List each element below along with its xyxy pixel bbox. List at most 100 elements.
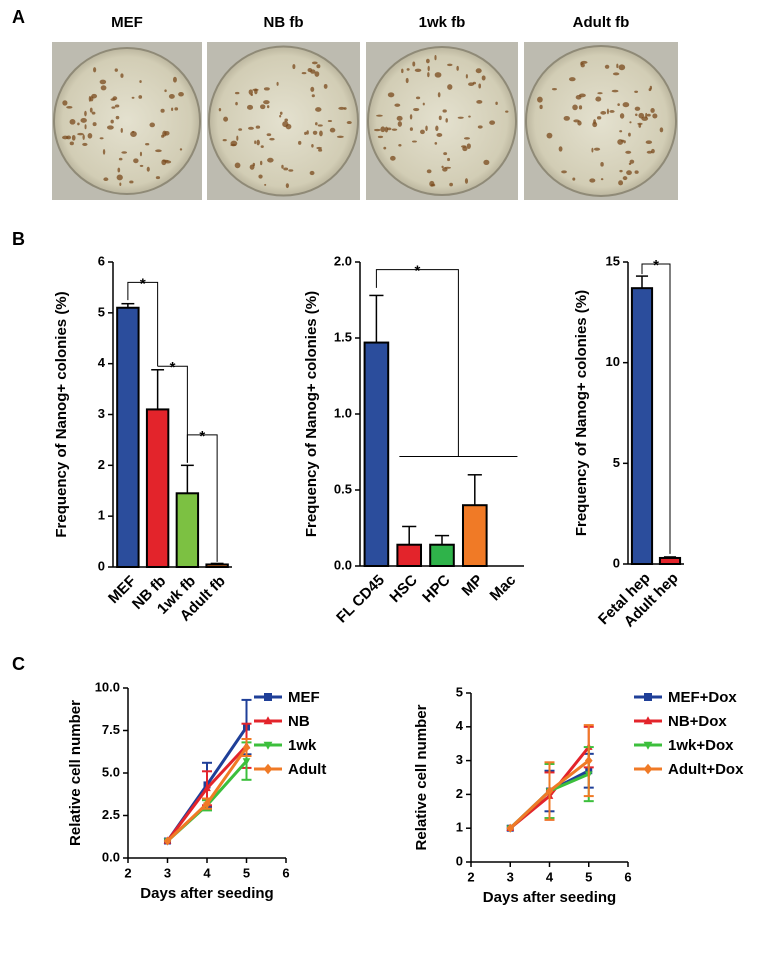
colony (477, 125, 483, 129)
colony (89, 107, 93, 113)
colony (162, 130, 167, 137)
colony (634, 113, 638, 117)
colony (374, 128, 381, 132)
colony (466, 143, 471, 149)
colony (626, 170, 632, 176)
colony (129, 180, 134, 184)
marker (545, 786, 554, 796)
colony (468, 115, 471, 118)
colony (600, 178, 604, 181)
colony (114, 68, 118, 72)
colony (110, 119, 114, 124)
colony (445, 118, 448, 123)
colony (106, 125, 114, 130)
colony (311, 143, 314, 148)
colony (483, 159, 490, 165)
x-axis-label: Days after seeding (140, 885, 273, 902)
colony (617, 103, 620, 107)
colony (317, 124, 323, 127)
colony (629, 121, 632, 124)
y-tick-label: 5.0 (102, 764, 120, 779)
y-tick-label: 2.5 (102, 807, 120, 822)
colony (629, 159, 635, 164)
bar (630, 287, 654, 565)
colony (461, 145, 467, 148)
marker (203, 784, 211, 792)
colony (263, 100, 270, 105)
colony (256, 139, 260, 146)
colony (259, 160, 263, 166)
colony (442, 109, 447, 113)
legend-marker (264, 693, 272, 701)
colony (427, 72, 430, 78)
colony (301, 71, 307, 75)
colony (230, 143, 237, 147)
y-tick-label: 0 (613, 555, 620, 570)
colony (266, 105, 270, 109)
bar (363, 341, 390, 567)
y-tick-label: 4 (98, 355, 106, 370)
colony (117, 167, 121, 173)
colony (111, 106, 116, 109)
x-tick-label: 5 (243, 865, 250, 880)
colony (438, 115, 442, 121)
x-tick-label: Mac (487, 572, 520, 605)
colony (263, 87, 270, 91)
colony (414, 68, 422, 72)
colony (426, 169, 432, 174)
colony (69, 118, 76, 125)
bar (429, 543, 455, 567)
colony (596, 116, 602, 120)
colony (121, 151, 128, 154)
colony (456, 65, 459, 71)
colony (304, 131, 307, 136)
colony (648, 88, 652, 92)
colony (398, 143, 402, 147)
colony (131, 96, 135, 99)
legend-label: Adult+Dox (668, 761, 744, 778)
x-tick-label: 4 (546, 869, 554, 884)
colony (266, 133, 272, 137)
colony (91, 93, 98, 99)
colony (646, 113, 651, 117)
colony (146, 166, 150, 172)
marker (506, 823, 515, 833)
colony (397, 121, 403, 127)
photo-label: MEF (111, 14, 143, 31)
colony (311, 61, 318, 65)
colony (248, 126, 254, 130)
y-tick-label: 1 (456, 820, 463, 835)
y-tick-label: 6 (98, 253, 105, 268)
colony (577, 120, 582, 126)
colony (638, 123, 642, 128)
colony (611, 89, 619, 93)
colony (437, 92, 441, 98)
colony (604, 64, 610, 69)
colony (309, 170, 315, 176)
significance-star: * (414, 263, 420, 280)
colony (443, 152, 448, 156)
legend-marker (643, 741, 653, 750)
y-tick-label: 10 (606, 354, 620, 369)
colony (306, 130, 309, 135)
colony (155, 176, 161, 180)
colony (600, 162, 604, 167)
bar (658, 556, 682, 566)
colony (236, 135, 239, 141)
colony (218, 107, 222, 112)
photo-label: Adult fb (573, 14, 630, 31)
colony (145, 143, 150, 146)
colony (172, 76, 177, 83)
colony (318, 148, 323, 152)
bar (175, 492, 200, 568)
x-tick-label: 6 (624, 869, 631, 884)
colony (252, 88, 259, 92)
colony (258, 174, 263, 179)
colony (409, 127, 413, 131)
colony (234, 91, 240, 95)
colony (646, 150, 653, 154)
dish (525, 45, 677, 197)
colony (315, 122, 318, 126)
colony (312, 130, 318, 135)
colony (310, 86, 315, 92)
